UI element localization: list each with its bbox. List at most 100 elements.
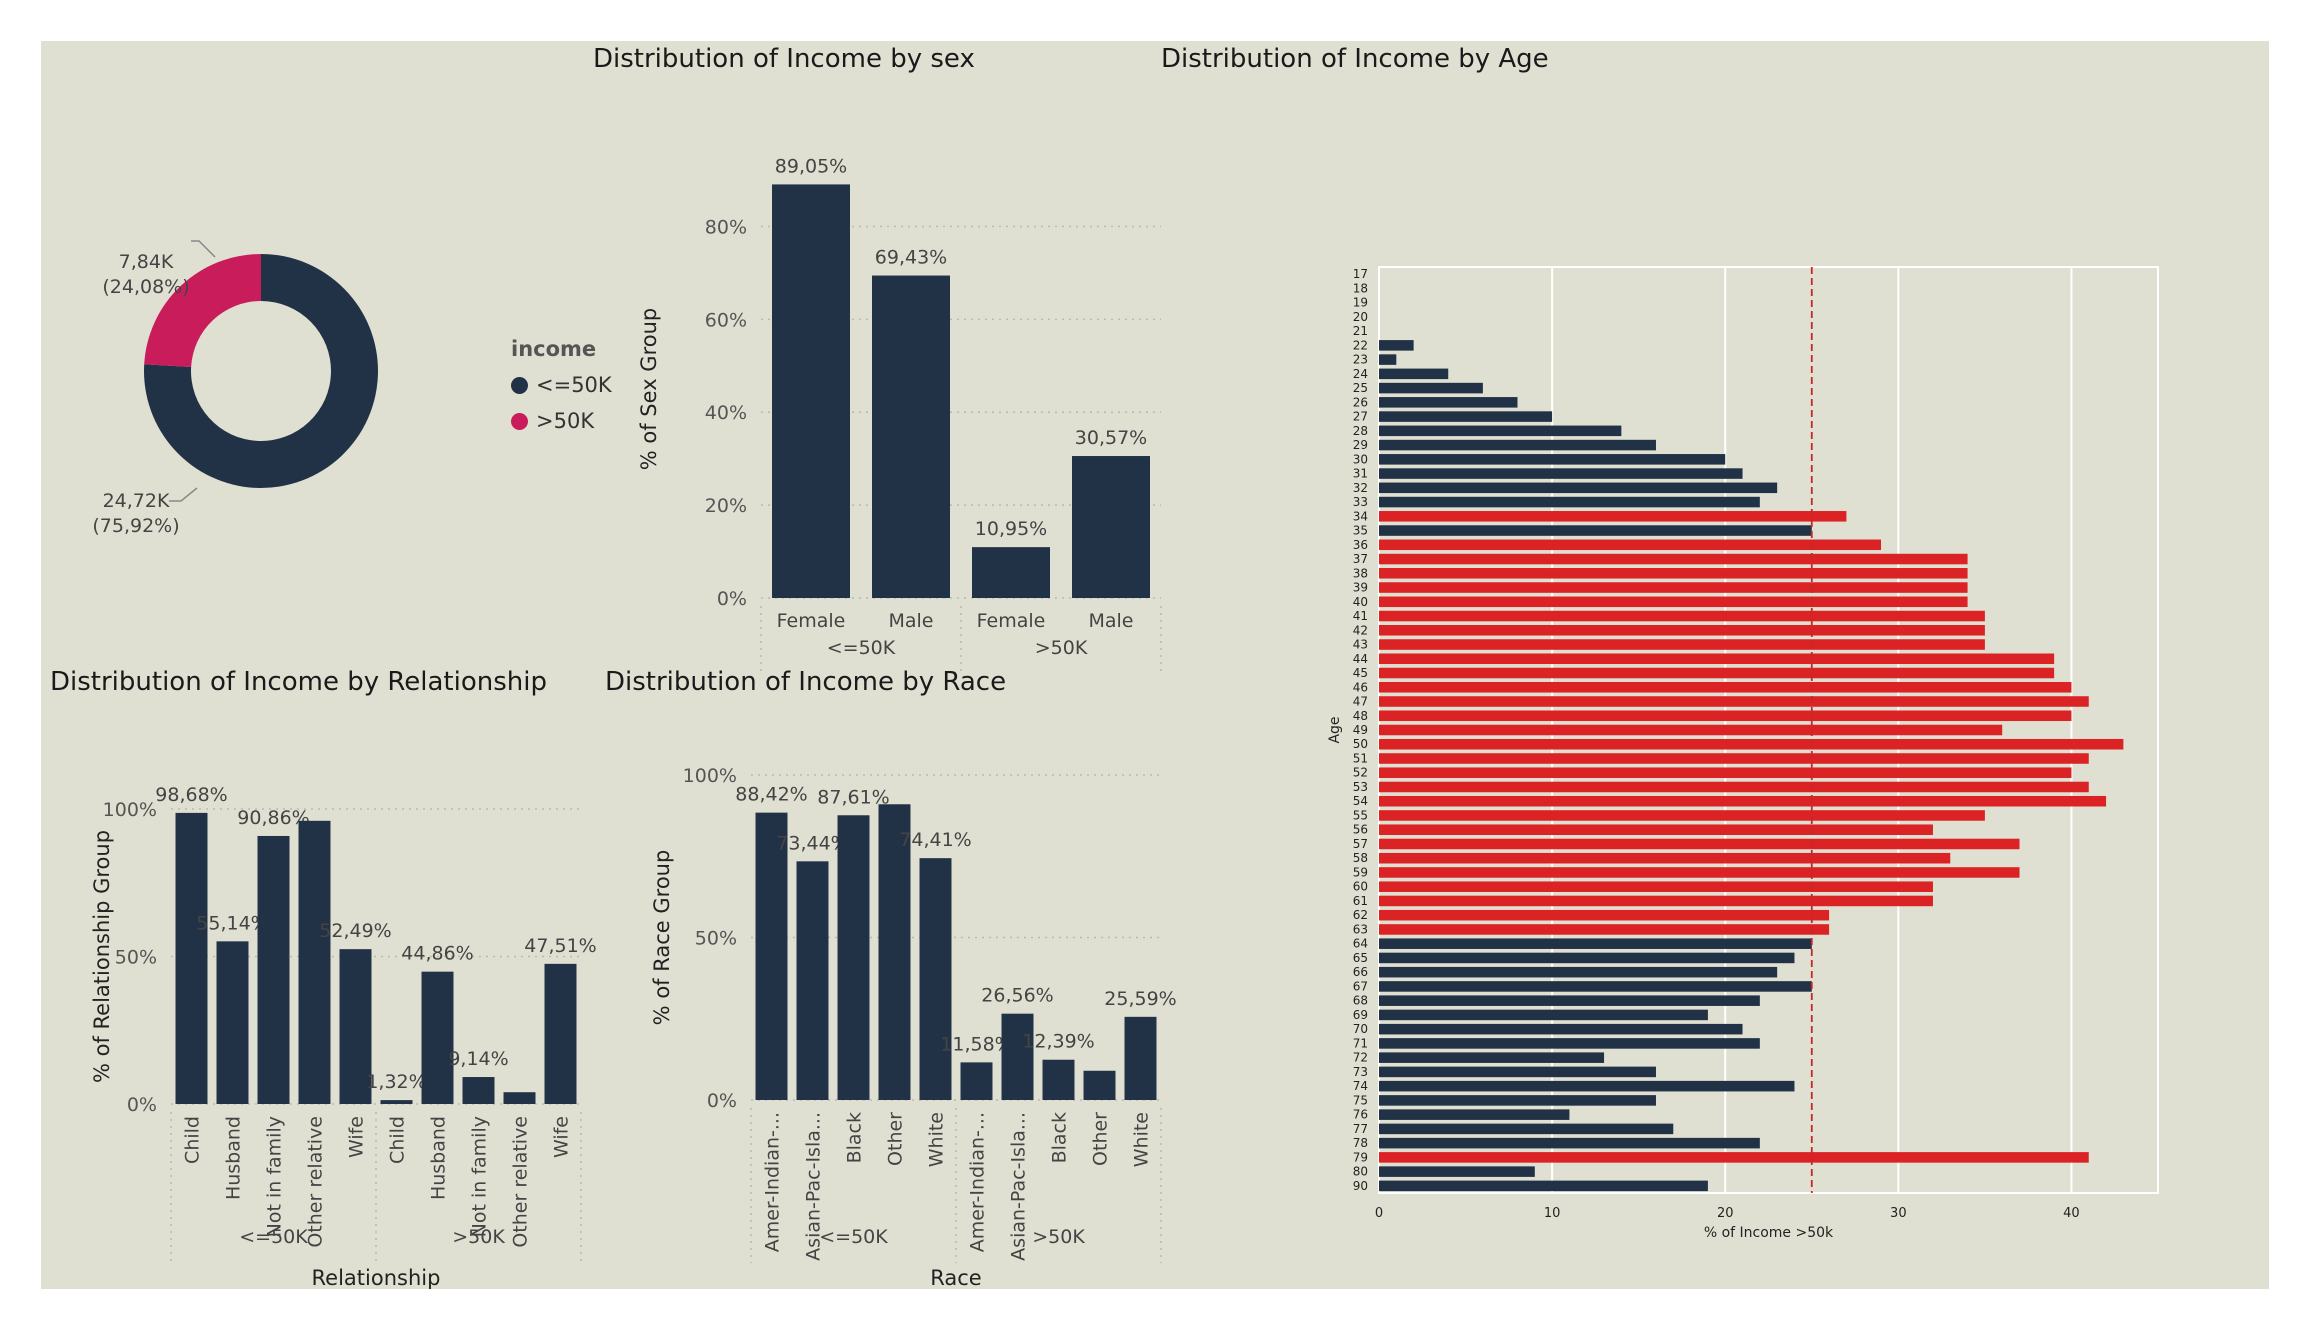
- y-tick-label: 20: [1353, 310, 1368, 324]
- bar: [1072, 456, 1150, 598]
- x-tick-label: Amer-Indian-...: [967, 1112, 989, 1252]
- bar: [1379, 924, 1830, 935]
- bar-data-label: 73,44%: [776, 832, 848, 854]
- y-tick-label: 23: [1353, 353, 1368, 367]
- x-tick-label: 40: [2063, 1206, 2080, 1221]
- bar: [1379, 468, 1743, 479]
- legend-label: >50K: [536, 409, 595, 433]
- bar: [1379, 881, 1933, 892]
- bar-data-label: 47,51%: [524, 935, 596, 957]
- bar: [1379, 795, 2107, 807]
- bar: [1379, 724, 2003, 736]
- y-axis-title: % of Sex Group: [637, 308, 661, 470]
- bar: [1379, 653, 2055, 665]
- y-tick-label: 73: [1353, 1065, 1368, 1079]
- x-tick-label: 0: [1375, 1206, 1383, 1221]
- y-tick-label: 32: [1353, 481, 1368, 495]
- y-tick-label: 77: [1353, 1122, 1368, 1136]
- bar: [755, 812, 788, 1100]
- bar: [1379, 511, 1847, 522]
- y-tick-label: 61: [1353, 894, 1368, 908]
- legend-item-gt50k[interactable]: >50K: [511, 409, 612, 433]
- x-tick-label: Husband: [223, 1116, 245, 1200]
- y-tick-label: 0%: [707, 1090, 737, 1112]
- bar-data-label: 88,42%: [735, 784, 807, 806]
- y-tick-label: 66: [1353, 965, 1368, 979]
- donut-chart: 24,72K (75,92%) 7,84K (24,08%): [92, 240, 379, 537]
- y-tick-label: 58: [1353, 851, 1368, 865]
- bar-data-label: 12,39%: [1022, 1031, 1094, 1053]
- y-tick-label: 67: [1353, 979, 1368, 993]
- bar-data-label: 90,86%: [237, 807, 309, 829]
- y-tick-label: 25: [1353, 381, 1368, 395]
- y-tick-label: 18: [1353, 281, 1368, 295]
- y-tick-label: 28: [1353, 424, 1368, 438]
- bar-data-label: 87,61%: [817, 786, 889, 808]
- bar: [1379, 411, 1553, 422]
- bar: [1379, 1109, 1570, 1120]
- y-tick-label: 59: [1353, 865, 1368, 879]
- y-tick-label: 70: [1353, 1022, 1368, 1036]
- bar: [1379, 596, 1968, 608]
- y-tick-label: 36: [1353, 538, 1368, 552]
- y-tick-label: 51: [1353, 751, 1368, 765]
- bar: [1083, 1070, 1116, 1100]
- y-tick-label: 27: [1353, 410, 1368, 424]
- bar: [1379, 539, 1882, 551]
- bar: [1379, 710, 2072, 722]
- y-tick-label: 38: [1353, 566, 1368, 580]
- y-tick-label: 40%: [705, 402, 747, 424]
- y-tick-label: 65: [1353, 951, 1368, 965]
- bar-data-label: 44,86%: [401, 943, 473, 965]
- y-tick-label: 31: [1353, 467, 1368, 481]
- bar: [1379, 1066, 1656, 1078]
- x-tick-label: Amer-Indian-...: [762, 1112, 784, 1252]
- donut-slice-0: [144, 254, 379, 489]
- legend-dot-icon: [511, 376, 528, 394]
- bar: [1379, 1152, 2089, 1163]
- bar: [1379, 810, 1985, 821]
- bar: [872, 275, 950, 598]
- bar: [1379, 909, 1830, 921]
- x-tick-label: 10: [1544, 1206, 1561, 1221]
- bar: [1379, 1180, 1708, 1192]
- y-tick-label: 0%: [717, 588, 747, 610]
- y-tick-label: 44: [1353, 652, 1368, 666]
- y-tick-label: 20%: [705, 495, 747, 517]
- y-tick-label: 49: [1353, 723, 1368, 737]
- y-tick-label: 72: [1353, 1051, 1368, 1065]
- y-tick-label: 80: [1353, 1165, 1368, 1179]
- bar: [1379, 681, 2072, 693]
- x-axis-title: Relationship: [312, 1266, 441, 1289]
- bar: [503, 1092, 536, 1104]
- y-tick-label: 64: [1353, 937, 1368, 951]
- x-tick-label: 20: [1717, 1206, 1734, 1221]
- x-group-label: >50K: [452, 1226, 505, 1248]
- x-tick-label: Not in family: [469, 1116, 491, 1237]
- legend-item-le50k[interactable]: <=50K: [511, 373, 612, 397]
- race-chart-title: Distribution of Income by Race: [605, 667, 1007, 697]
- y-tick-label: 30: [1353, 452, 1368, 466]
- y-tick-label: 26: [1353, 395, 1368, 409]
- donut-leader-0: [169, 487, 198, 502]
- bar: [1379, 753, 2089, 764]
- x-tick-label: Male: [1088, 610, 1133, 632]
- x-tick-label: Not in family: [264, 1116, 286, 1237]
- bar: [1379, 1009, 1708, 1021]
- bar: [1379, 496, 1760, 508]
- y-tick-label: 48: [1353, 709, 1368, 723]
- bar: [1001, 1013, 1034, 1100]
- donut-data-label-count: 24,72K: [103, 490, 170, 512]
- sex-chart-title: Distribution of Income by sex: [593, 44, 975, 74]
- y-tick-label: 57: [1353, 837, 1368, 851]
- bar-data-label: 74,41%: [899, 829, 971, 851]
- bar: [1379, 895, 1933, 907]
- bar: [298, 820, 331, 1104]
- bar: [1379, 867, 2020, 878]
- bar-data-label: 89,05%: [775, 155, 847, 177]
- bar: [339, 949, 372, 1104]
- bar: [772, 184, 850, 598]
- bar: [1379, 425, 1622, 437]
- y-tick-label: 41: [1353, 609, 1368, 623]
- y-tick-label: 78: [1353, 1136, 1368, 1150]
